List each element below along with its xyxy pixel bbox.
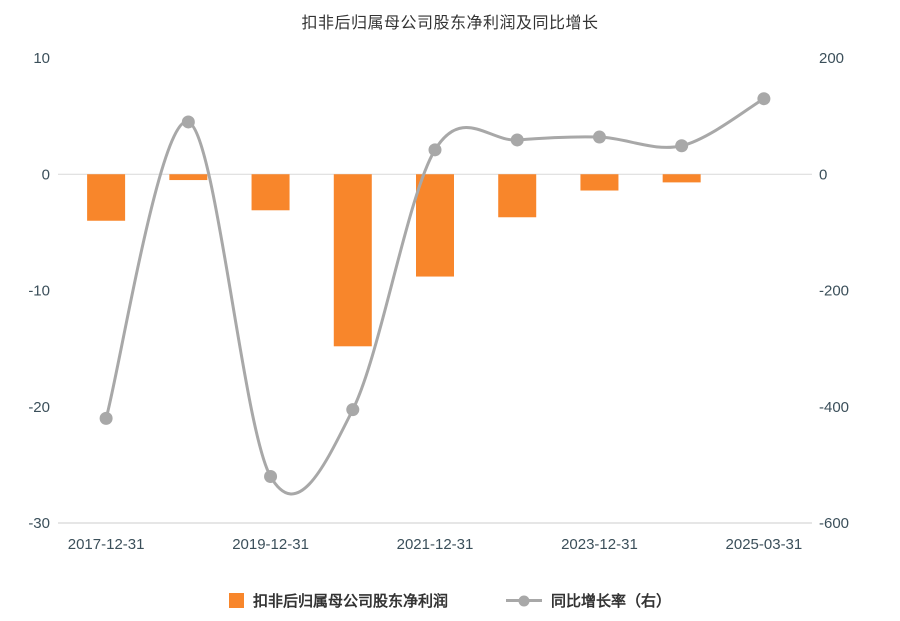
- growth-rate-marker[interactable]: [346, 403, 360, 417]
- line-series-swatch-icon: [506, 595, 542, 606]
- right-axis-tick-label: 200: [819, 50, 844, 67]
- legend-item-growth-rate[interactable]: 同比增长率（右）: [506, 590, 671, 611]
- right-axis-tick-label: -400: [819, 399, 849, 416]
- bar-net-profit[interactable]: [662, 174, 701, 183]
- chart-title: 扣非后归属母公司股东净利润及同比增长: [301, 15, 599, 32]
- x-axis-label: 2021-12-31: [397, 536, 474, 553]
- growth-rate-marker[interactable]: [510, 133, 524, 147]
- left-axis-tick-label: 10: [33, 50, 50, 67]
- left-axis-tick-label: -10: [28, 283, 50, 300]
- legend: 扣非后归属母公司股东净利润 同比增长率（右）: [0, 590, 900, 611]
- growth-rate-marker[interactable]: [757, 92, 771, 106]
- x-axis-label: 2019-12-31: [232, 536, 309, 553]
- growth-rate-marker[interactable]: [592, 130, 606, 144]
- growth-rate-marker[interactable]: [428, 143, 442, 157]
- bar-net-profit[interactable]: [87, 174, 126, 221]
- bar-net-profit[interactable]: [333, 174, 372, 347]
- bar-net-profit[interactable]: [251, 174, 290, 211]
- x-axis-label: 2023-12-31: [561, 536, 638, 553]
- line-series-dot-icon: [518, 595, 530, 606]
- bar-net-profit[interactable]: [498, 174, 537, 218]
- bar-net-profit[interactable]: [580, 174, 619, 191]
- bar-net-profit[interactable]: [416, 174, 454, 277]
- legend-label-growth-rate: 同比增长率（右）: [551, 593, 672, 610]
- left-axis-tick-label: 0: [42, 166, 50, 183]
- left-axis-tick-label: -20: [28, 399, 50, 416]
- legend-label-net-profit: 扣非后归属母公司股东净利润: [252, 593, 448, 610]
- x-axis-label: 2025-03-31: [726, 536, 803, 553]
- legend-item-net-profit[interactable]: 扣非后归属母公司股东净利润: [228, 590, 448, 611]
- bar-series-swatch-icon: [228, 593, 244, 608]
- growth-rate-marker[interactable]: [99, 411, 113, 425]
- growth-rate-line: [104, 97, 766, 496]
- growth-rate-marker[interactable]: [181, 115, 195, 129]
- bar-net-profit[interactable]: [169, 174, 208, 181]
- x-axis-label: 2017-12-31: [68, 536, 145, 553]
- growth-rate-marker[interactable]: [675, 139, 689, 153]
- growth-rate-marker[interactable]: [264, 470, 278, 483]
- right-axis-tick-label: 0: [819, 166, 827, 183]
- right-axis-tick-label: -600: [819, 515, 849, 532]
- left-axis-tick-label: -30: [28, 515, 50, 532]
- right-axis-tick-label: -200: [819, 283, 849, 300]
